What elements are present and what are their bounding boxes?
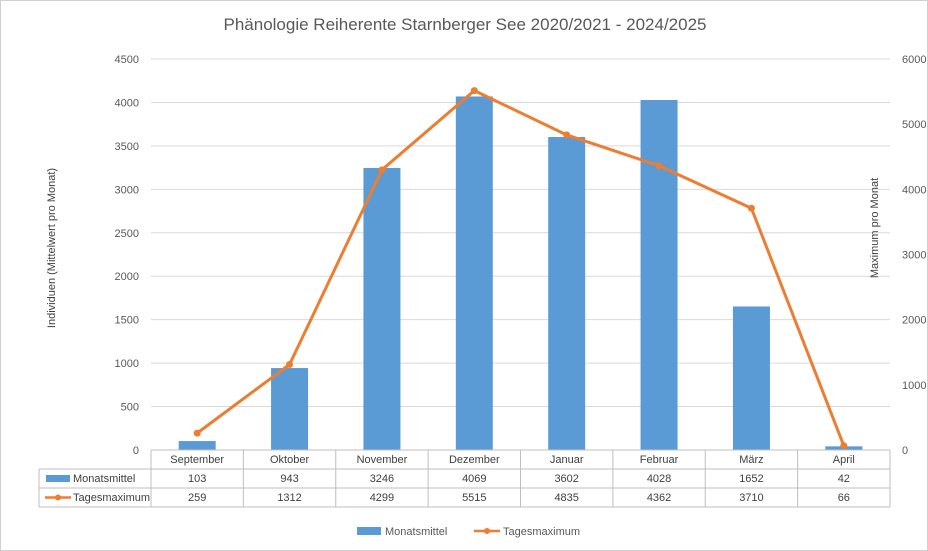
table-cell: 5515 <box>462 492 486 504</box>
y-right-tick-label: 0 <box>902 445 908 457</box>
point-Januar <box>563 131 571 139</box>
bar-Oktober <box>271 368 309 450</box>
bar-März <box>732 306 770 450</box>
category-label: April <box>833 454 855 466</box>
y-left-tick-label: 2000 <box>115 271 139 283</box>
table-cell: 4362 <box>647 492 671 504</box>
point-Oktober <box>286 361 294 369</box>
table-row-label: Tagesmaximum <box>73 492 150 504</box>
y-left-tick-label: 3500 <box>115 141 139 153</box>
legend-key-marker <box>484 528 490 534</box>
y-right-tick-label: 1000 <box>902 380 926 392</box>
y-axis-right-label: Maximum pro Monat <box>869 178 881 278</box>
bar-September <box>178 441 216 450</box>
category-label: September <box>170 454 224 466</box>
chart-title: Phänologie Reiherente Starnberger See 20… <box>224 15 707 34</box>
category-label: Dezember <box>449 454 500 466</box>
legend-label: Tagesmaximum <box>503 526 580 538</box>
bar-series <box>178 96 863 451</box>
table-cell: 259 <box>188 492 206 504</box>
point-April <box>840 442 848 450</box>
y-right-tick-label: 2000 <box>902 315 926 327</box>
table-cell: 66 <box>838 492 850 504</box>
y-axis-left-ticks: 0 500 1000 1500 2000 2500 3000 3500 4000 4500 <box>115 54 139 457</box>
table-cell: 3710 <box>739 492 763 504</box>
gridlines <box>151 58 890 451</box>
bar-Februar <box>640 100 678 450</box>
legend-label: Monatsmittel <box>385 526 447 538</box>
point-September <box>193 429 201 437</box>
table-key-marker <box>55 494 61 501</box>
line-tagesmaximum <box>196 89 846 447</box>
category-label: Januar <box>550 454 584 466</box>
point-März <box>747 204 755 212</box>
y-left-tick-label: 3000 <box>115 184 139 196</box>
line-series <box>193 87 848 450</box>
table-row-label: Monatsmittel <box>73 473 135 485</box>
y-axis-right-ticks: 0 1000 2000 3000 4000 5000 6000 <box>902 54 926 457</box>
legend-key-monatsmittel <box>357 527 381 535</box>
table-cell: 1652 <box>739 473 763 485</box>
table-key-monatsmittel <box>46 475 70 482</box>
category-label: November <box>357 454 408 466</box>
y-left-tick-label: 500 <box>121 402 139 414</box>
y-right-tick-label: 4000 <box>902 184 926 196</box>
category-label: Februar <box>640 454 679 466</box>
y-left-tick-label: 0 <box>133 445 139 457</box>
bar-Januar <box>548 137 586 450</box>
bar-November <box>363 167 401 450</box>
point-Februar <box>655 162 663 170</box>
table-cell: 103 <box>188 473 206 485</box>
table-cell: 4299 <box>370 492 394 504</box>
table-cell: 3246 <box>370 473 394 485</box>
y-left-tick-label: 4000 <box>115 97 139 109</box>
y-right-tick-label: 6000 <box>902 54 926 66</box>
y-left-tick-label: 4500 <box>115 54 139 66</box>
table-cell: 4835 <box>554 492 578 504</box>
table-cell: 4028 <box>647 473 671 485</box>
table-cell: 1312 <box>277 492 301 504</box>
y-right-tick-label: 3000 <box>902 250 926 262</box>
category-label: März <box>739 454 763 466</box>
table-cell: 42 <box>838 473 850 485</box>
point-Dezember <box>470 87 478 95</box>
point-November <box>378 166 386 174</box>
y-left-tick-label: 1000 <box>115 358 139 370</box>
legend: Monatsmittel Tagesmaximum <box>357 526 580 538</box>
y-axis-left-label: Individuen (Mittelwert pro Monat) <box>46 168 58 328</box>
y-left-tick-label: 2500 <box>115 228 139 240</box>
table-cell: 943 <box>280 473 298 485</box>
category-label: Oktober <box>270 454 309 466</box>
table-cell: 4069 <box>462 473 486 485</box>
table-cell: 3602 <box>554 473 578 485</box>
y-right-tick-label: 5000 <box>902 119 926 131</box>
bar-Dezember <box>455 96 493 451</box>
y-left-tick-label: 1500 <box>115 315 139 327</box>
data-table: September Oktober November Dezember Januar Fe… <box>38 449 891 508</box>
